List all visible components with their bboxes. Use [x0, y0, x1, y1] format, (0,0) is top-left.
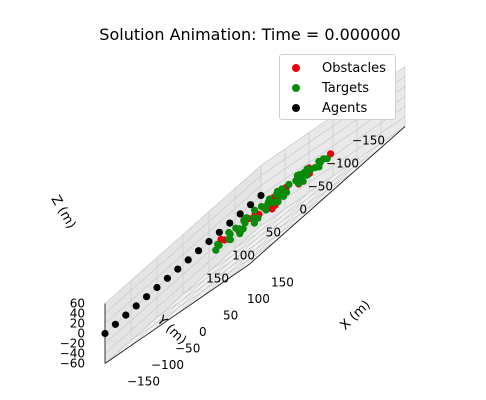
- agent-point: [226, 219, 234, 227]
- target-point: [299, 177, 307, 185]
- agent-point: [111, 320, 119, 328]
- gridline-z: [104, 225, 262, 364]
- z-tick-label: 20: [70, 317, 85, 331]
- agent-point: [257, 191, 265, 200]
- y-tick-label: 150: [206, 272, 229, 286]
- target-point: [251, 206, 259, 214]
- agent-point: [205, 237, 213, 246]
- z-tick-label: 0: [77, 327, 85, 341]
- gridline-z: [104, 215, 262, 354]
- target-point: [323, 155, 331, 163]
- chart-title: Solution Animation: Time = 0.000000: [99, 25, 400, 44]
- x-axis-line: [104, 264, 250, 364]
- x-tick-label: −150: [127, 375, 160, 389]
- target-point: [315, 163, 323, 171]
- y-axis-line: [248, 126, 406, 265]
- y-tick-label: −100: [326, 157, 359, 171]
- target-point: [279, 192, 287, 201]
- target-point: [285, 180, 293, 188]
- x-tick-label: 0: [199, 325, 207, 339]
- x-tick-label: −50: [175, 342, 200, 356]
- gridline-z: [104, 195, 262, 334]
- agent-point: [101, 329, 109, 338]
- gridline-z: [104, 175, 262, 314]
- agent-point: [122, 311, 130, 319]
- x-tick-label: −100: [151, 358, 184, 372]
- y-tick-label: 50: [266, 226, 281, 240]
- agent-point: [132, 302, 140, 310]
- x-tick-label: 150: [271, 276, 294, 290]
- legend-label-obstacles: Obstacles: [322, 60, 386, 76]
- agent-point: [153, 283, 161, 292]
- tick-labels: −150−100−50050100150−150−100−50050100150…: [60, 134, 385, 389]
- agent-point: [215, 228, 223, 236]
- target-point: [250, 219, 258, 227]
- agent-point: [247, 201, 255, 209]
- target-point: [274, 198, 282, 206]
- target-point: [243, 214, 251, 222]
- z-tick-label: −20: [60, 337, 85, 351]
- agent-point: [184, 256, 192, 264]
- legend-label-agents: Agents: [322, 100, 368, 116]
- agent-point: [163, 274, 171, 282]
- gridline-z: [104, 185, 262, 324]
- scatter-points: [101, 150, 335, 338]
- agent-point: [195, 247, 203, 255]
- z-tick-label: 40: [70, 307, 85, 321]
- y-tick-label: −50: [308, 180, 333, 194]
- z-tick-label: 60: [70, 297, 85, 311]
- target-point: [214, 240, 222, 248]
- z-tick-label: −60: [60, 357, 85, 371]
- legend-item-targets: Targets: [292, 78, 369, 98]
- y-tick-label: 100: [232, 249, 255, 263]
- y-tick-label: −150: [352, 134, 385, 148]
- target-point: [226, 236, 234, 244]
- legend-marker-targets: [292, 84, 300, 92]
- legend-item-agents: Agents: [292, 98, 367, 118]
- agent-point: [143, 293, 151, 301]
- target-point: [303, 171, 311, 179]
- target-point: [262, 206, 270, 214]
- agent-point: [236, 210, 244, 218]
- legend-label-targets: Targets: [322, 80, 369, 96]
- obstacle-point: [268, 205, 276, 213]
- agent-point: [174, 265, 182, 273]
- legend-item-obstacles: Obstacles: [292, 58, 386, 78]
- x-tick-label: 50: [223, 309, 238, 323]
- gridline-z: [104, 165, 262, 304]
- legend-marker-agents: [292, 104, 300, 112]
- target-point: [236, 228, 244, 236]
- gridline-z: [260, 126, 406, 226]
- target-point: [212, 246, 220, 254]
- legend: Obstacles Targets Agents: [279, 54, 396, 120]
- y-tick-label: 0: [299, 203, 307, 217]
- gridline-y: [130, 241, 276, 341]
- legend-marker-obstacles: [292, 64, 300, 72]
- x-tick-label: 100: [247, 292, 270, 306]
- z-tick-label: −40: [60, 347, 85, 361]
